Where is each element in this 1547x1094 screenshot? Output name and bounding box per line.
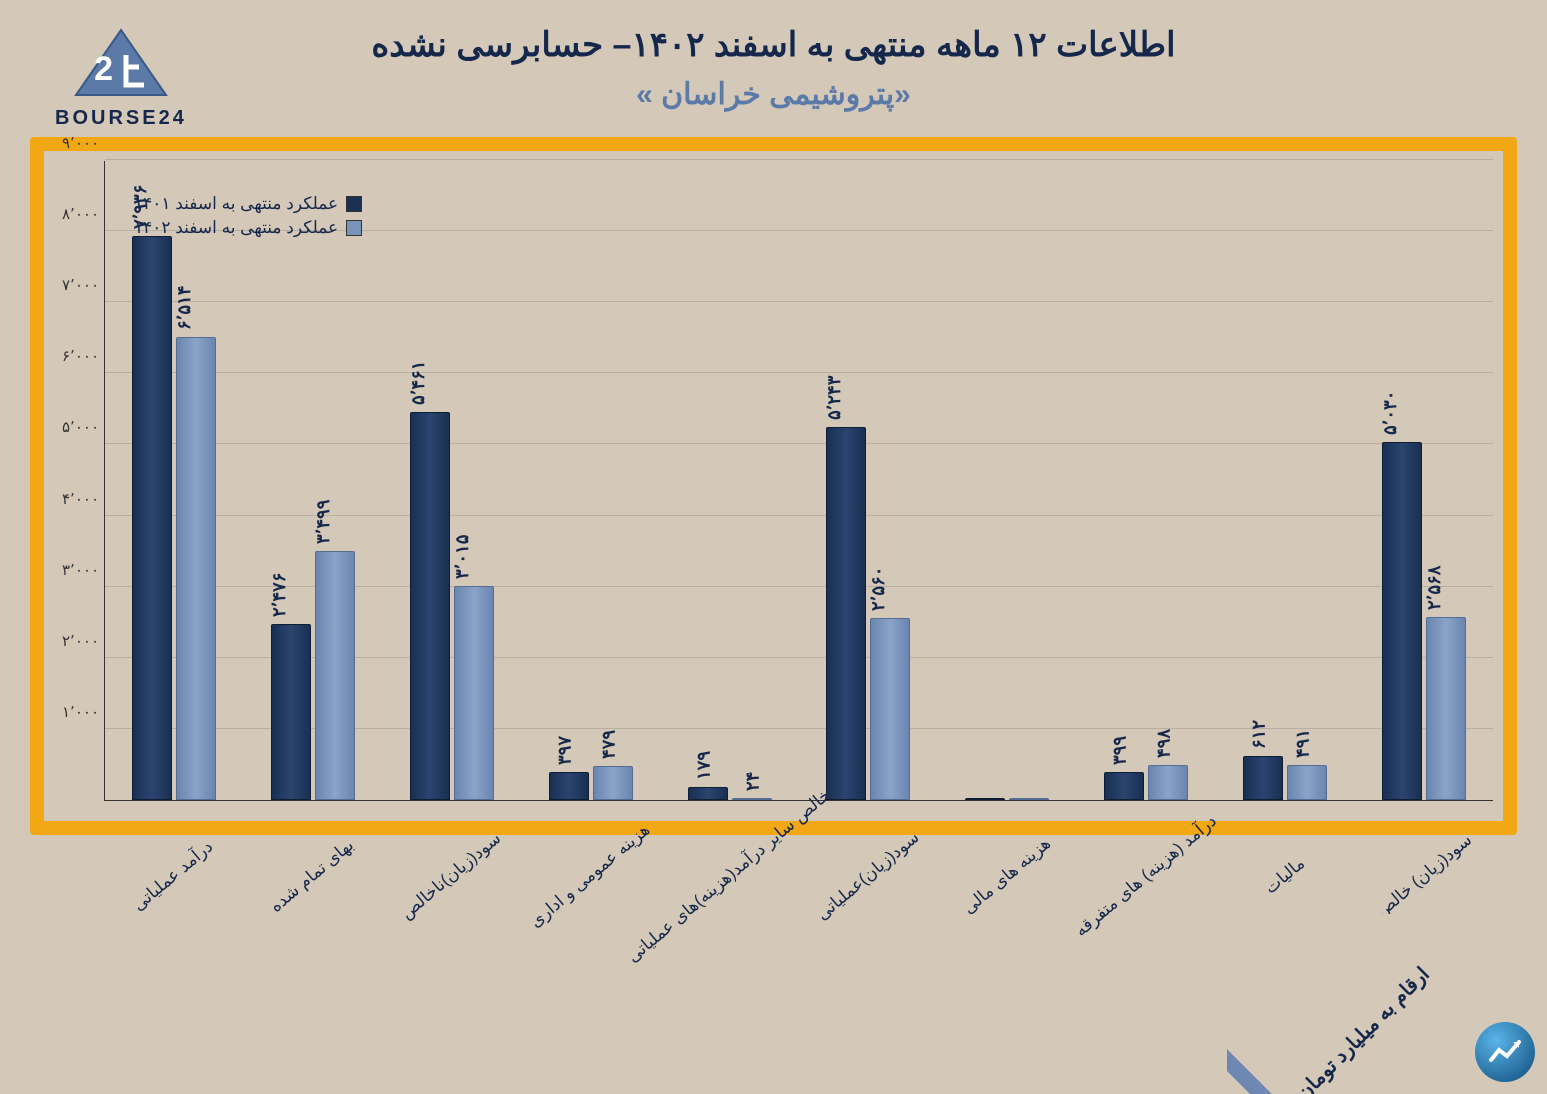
bar-group: ۳۹۷۴۷۹ — [521, 161, 660, 800]
bar-1402: ۴۷۹ — [593, 766, 633, 800]
bar-value-label: ۴۷۹ — [598, 730, 619, 759]
y-tick-label: ۳٬۰۰۰ — [49, 561, 99, 579]
bar-1401 — [965, 798, 1005, 800]
bar-1401: ۷٬۹۳۶ — [132, 236, 172, 800]
x-axis-label: هزینه های مالی — [959, 834, 1054, 919]
y-tick-label: ۶٬۰۰۰ — [49, 347, 99, 365]
chart-circle-icon — [1475, 1022, 1535, 1082]
header: اطلاعات ۱۲ ماهه منتهی به اسفند ۱۴۰۲– حسا… — [0, 0, 1547, 122]
bar-value-label: ۳٬۰۱۵ — [452, 534, 473, 578]
subtitle: «پتروشیمی خراسان » — [40, 77, 1507, 112]
bar-value-label: ۲٬۵۶۸ — [1423, 566, 1444, 610]
titles: اطلاعات ۱۲ ماهه منتهی به اسفند ۱۴۰۲– حسا… — [40, 25, 1507, 112]
x-axis-label: خالص سایر درآمد(هزینه)های عملیاتی — [624, 785, 835, 967]
footer-corner: ارقام به میلیارد تومان — [1227, 914, 1547, 1094]
bar-1402: ۶٬۵۱۴ — [176, 337, 216, 800]
x-axis-label: هزینه عمومی و اداری — [526, 820, 654, 932]
legend-swatch-dark — [346, 196, 362, 212]
bar-1401: ۱۷۹ — [688, 787, 728, 800]
bar-1402: ۴۹۸ — [1148, 765, 1188, 800]
bar-value-label: ۵٬۲۴۳ — [824, 376, 845, 420]
y-tick-label: ۴٬۰۰۰ — [49, 490, 99, 508]
logo-triangle-icon: 2 — [66, 25, 176, 105]
bar-1402: ۲۴ — [732, 798, 772, 800]
x-axis-label: درآمد (هزینه) های متفرقه — [1071, 811, 1220, 941]
bar-group: ۳۹۹۴۹۸ — [1077, 161, 1216, 800]
legend-label-1402: عملکرد منتهی به اسفند ۱۴۰۲ — [134, 218, 338, 238]
x-axis-label: سود(زیان) خالص — [1372, 830, 1476, 922]
bar-group: ۲٬۴۷۶۳٬۴۹۹ — [244, 161, 383, 800]
bar-group: ۵٬۰۳۰۲٬۵۶۸ — [1354, 161, 1493, 800]
bar-1402: ۳٬۰۱۵ — [454, 586, 494, 800]
bar-value-label: ۴۹۸ — [1153, 729, 1174, 758]
y-tick-label: ۱٬۰۰۰ — [49, 703, 99, 721]
main-title: اطلاعات ۱۲ ماهه منتهی به اسفند ۱۴۰۲– حسا… — [40, 25, 1507, 65]
bar-value-label: ۲٬۴۷۶ — [269, 573, 290, 617]
x-axis-label: مالیات — [1261, 854, 1309, 899]
svg-text:2: 2 — [94, 50, 113, 88]
bar-value-label: ۶٬۵۱۴ — [174, 285, 195, 329]
bar-group: ۱۷۹ ۲۴ — [660, 161, 799, 800]
x-axis-label: بهای تمام شده — [267, 835, 359, 916]
chart-plot-area: ۱٬۰۰۰ ۲٬۰۰۰ ۳٬۰۰۰ ۴٬۰۰۰ ۵٬۰۰۰ ۶٬۰۰۰ ۷٬۰۰۰ ۸٬۰۰۰… — [44, 151, 1503, 821]
bar-group: ۷٬۹۳۶۶٬۵۱۴ — [105, 161, 244, 800]
bar-1401: ۶۱۲ — [1243, 756, 1283, 800]
y-tick-label: ۹٬۰۰۰ — [49, 134, 99, 152]
bourse24-logo: 2 BOURSE24 — [55, 25, 187, 130]
legend-item-1402: عملکرد منتهی به اسفند ۱۴۰۲ — [134, 218, 362, 238]
bar-group: ۵٬۲۴۳۲٬۵۶۰ — [799, 161, 938, 800]
bar-value-label: ۳۹۹ — [1109, 736, 1130, 765]
x-axis-label: سود(زیان)ناخالص — [397, 828, 505, 923]
bar-1401: ۳۹۹ — [1104, 772, 1144, 800]
y-tick-label: ۵٬۰۰۰ — [49, 418, 99, 436]
gridline — [105, 159, 1493, 160]
bar-group — [938, 161, 1077, 800]
bar-1402: ۲٬۵۶۸ — [1426, 617, 1466, 800]
x-axis-label: درآمد عملیاتی — [129, 837, 217, 915]
bar-value-label: ۲٬۵۶۰ — [868, 567, 889, 611]
bar-group: ۶۱۲۴۹۱ — [1215, 161, 1354, 800]
bar-1401: ۵٬۴۶۱ — [410, 412, 450, 800]
chart-frame: ۱٬۰۰۰ ۲٬۰۰۰ ۳٬۰۰۰ ۴٬۰۰۰ ۵٬۰۰۰ ۶٬۰۰۰ ۷٬۰۰۰ ۸٬۰۰۰… — [30, 137, 1517, 835]
y-tick-label: ۷٬۰۰۰ — [49, 276, 99, 294]
bar-1401: ۵٬۰۳۰ — [1382, 442, 1422, 800]
bar-value-label: ۵٬۴۶۱ — [408, 360, 429, 404]
legend: عملکرد منتهی به اسفند ۱۴۰۱ عملکرد منتهی … — [125, 181, 371, 251]
y-tick-label: ۸٬۰۰۰ — [49, 205, 99, 223]
bar-value-label: ۴۹۱ — [1292, 729, 1313, 758]
bar-1402: ۳٬۴۹۹ — [315, 551, 355, 800]
y-tick-label: ۲٬۰۰۰ — [49, 632, 99, 650]
bar-1401: ۵٬۲۴۳ — [826, 427, 866, 800]
bar-value-label: ۲۴ — [742, 772, 763, 791]
logo-text: BOURSE24 — [55, 107, 187, 130]
bar-1402: ۲٬۵۶۰ — [870, 618, 910, 800]
bar-value-label: ۵٬۰۳۰ — [1379, 391, 1400, 435]
bar-1401: ۳۹۷ — [549, 772, 589, 800]
x-axis-label: سود(زیان)عملیاتی — [813, 827, 923, 924]
bar-1402 — [1009, 798, 1049, 800]
bar-group: ۵٬۴۶۱۳٬۰۱۵ — [383, 161, 522, 800]
legend-swatch-light — [346, 220, 362, 236]
bar-value-label: ۳٬۴۹۹ — [313, 500, 334, 544]
bar-value-label: ۱۷۹ — [693, 751, 714, 780]
legend-item-1401: عملکرد منتهی به اسفند ۱۴۰۱ — [134, 194, 362, 214]
bar-1401: ۲٬۴۷۶ — [271, 624, 311, 800]
bar-value-label: ۶۱۲ — [1248, 720, 1269, 749]
plot: ۷٬۹۳۶۶٬۵۱۴۲٬۴۷۶۳٬۴۹۹۵٬۴۶۱۳٬۰۱۵۳۹۷۴۷۹۱۷۹۲… — [104, 161, 1493, 801]
bar-value-label: ۳۹۷ — [554, 736, 575, 765]
bar-1402: ۴۹۱ — [1287, 765, 1327, 800]
legend-label-1401: عملکرد منتهی به اسفند ۱۴۰۱ — [134, 194, 338, 214]
